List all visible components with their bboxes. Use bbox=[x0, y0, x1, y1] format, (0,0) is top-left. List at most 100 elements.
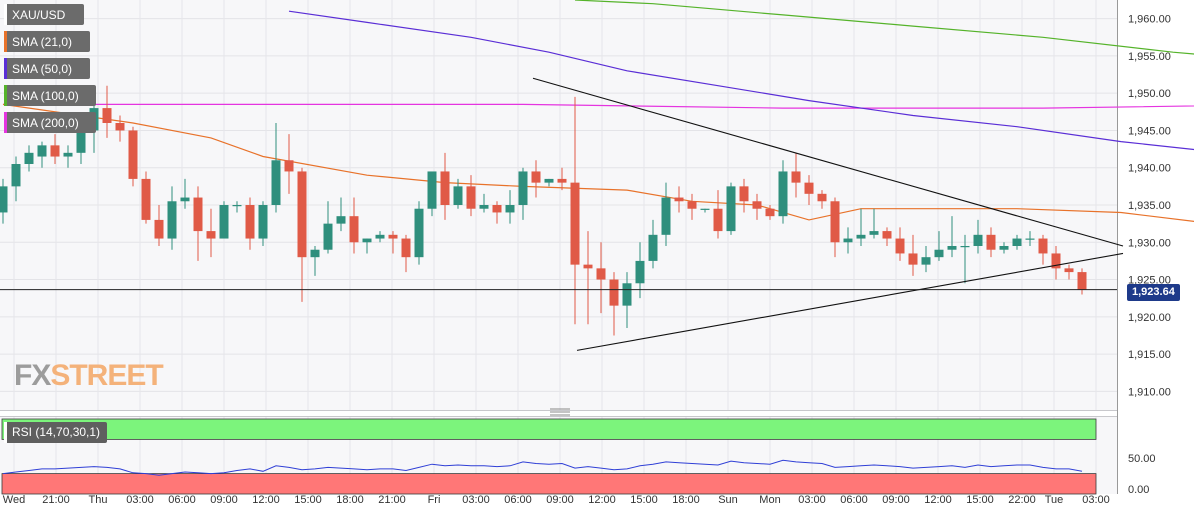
candle-body bbox=[1077, 272, 1087, 290]
candle-body bbox=[648, 234, 658, 261]
candle-body bbox=[570, 182, 580, 265]
y-tick-label: 1,940.00 bbox=[1128, 163, 1171, 175]
candle-body bbox=[882, 231, 892, 239]
x-tick-label: Tue bbox=[1045, 494, 1064, 506]
rsi-oversold-zone bbox=[1, 473, 1097, 495]
y-tick-label: 1,920.00 bbox=[1128, 312, 1171, 324]
x-tick-label: Wed bbox=[3, 494, 25, 506]
legend-item[interactable]: SMA (200,0) bbox=[4, 112, 96, 133]
sma-50-line bbox=[288, 10, 1194, 151]
current-price-badge: 1,923.64 bbox=[1127, 284, 1180, 301]
x-tick-label: 21:00 bbox=[42, 494, 70, 506]
candle-body bbox=[245, 205, 255, 239]
legend-item[interactable]: XAU/USD bbox=[4, 4, 84, 25]
candle-body bbox=[518, 171, 528, 205]
candle-body bbox=[1012, 238, 1022, 246]
candle-body bbox=[739, 186, 749, 202]
legend-color-swatch bbox=[4, 58, 7, 79]
candle-body bbox=[50, 145, 60, 157]
candle-body bbox=[765, 208, 775, 217]
x-tick-label: Fri bbox=[428, 494, 441, 506]
candle-body bbox=[388, 234, 398, 239]
legend-label: SMA (100,0) bbox=[12, 88, 79, 103]
candle-body bbox=[1051, 253, 1061, 269]
candle-body bbox=[336, 216, 346, 224]
candle-body bbox=[752, 201, 762, 209]
candle-body bbox=[843, 238, 853, 243]
triangle-trendline bbox=[532, 77, 1124, 247]
candle-body bbox=[687, 201, 697, 209]
sma-200-line bbox=[3, 103, 1194, 109]
candle-body bbox=[349, 216, 359, 243]
y-tick-label: 1,950.00 bbox=[1128, 88, 1171, 100]
candle-body bbox=[804, 182, 814, 194]
fxstreet-logo: FXSTREET bbox=[14, 359, 164, 393]
x-tick-label: 03:00 bbox=[1082, 494, 1110, 506]
candle-body bbox=[505, 205, 515, 213]
rsi-overbought-zone bbox=[1, 418, 1097, 440]
candle-body bbox=[674, 197, 684, 202]
x-tick-label: 21:00 bbox=[378, 494, 406, 506]
candle-body bbox=[557, 178, 567, 183]
legend-item[interactable]: SMA (21,0) bbox=[4, 31, 90, 52]
candle-body bbox=[908, 253, 918, 265]
candle-body bbox=[869, 231, 879, 235]
candle-body bbox=[973, 234, 983, 246]
y-tick-label: 1,910.00 bbox=[1128, 386, 1171, 398]
x-tick-label: Thu bbox=[89, 494, 108, 506]
candle-body bbox=[622, 283, 632, 306]
x-tick-label: 12:00 bbox=[924, 494, 952, 506]
candle-body bbox=[76, 130, 86, 153]
candle-body bbox=[258, 205, 268, 239]
candle-body bbox=[401, 238, 411, 258]
legend-color-swatch bbox=[4, 4, 7, 25]
rsi-swatch bbox=[4, 422, 7, 443]
x-tick-label: 09:00 bbox=[210, 494, 238, 506]
legend-item[interactable]: SMA (50,0) bbox=[4, 58, 90, 79]
candle-body bbox=[778, 171, 788, 217]
x-tick-label: 12:00 bbox=[252, 494, 280, 506]
sma-100-line bbox=[574, 0, 1194, 55]
candle-body bbox=[479, 205, 489, 209]
legend-label: SMA (200,0) bbox=[12, 115, 79, 130]
x-tick-label: 06:00 bbox=[168, 494, 196, 506]
candle-body bbox=[791, 171, 801, 183]
candle-body bbox=[154, 219, 164, 239]
candle-body bbox=[609, 279, 619, 306]
x-tick-label: 15:00 bbox=[630, 494, 658, 506]
candle-body bbox=[726, 186, 736, 232]
candle-body bbox=[453, 186, 463, 205]
x-tick-label: 22:00 bbox=[1008, 494, 1036, 506]
candle-body bbox=[167, 201, 177, 239]
candle-body bbox=[362, 238, 372, 243]
legend-label: SMA (21,0) bbox=[12, 34, 73, 49]
candle-body bbox=[1064, 268, 1074, 273]
x-tick-label: 06:00 bbox=[840, 494, 868, 506]
candle-body bbox=[700, 208, 710, 210]
candle-body bbox=[856, 234, 866, 239]
legend-color-swatch bbox=[4, 85, 7, 106]
candle-body bbox=[323, 223, 333, 250]
candle-body bbox=[180, 197, 190, 202]
candle-body bbox=[661, 197, 671, 235]
rsi-y-tick-label: 0.00 bbox=[1128, 484, 1149, 496]
candle-body bbox=[947, 246, 957, 250]
candle-body bbox=[284, 160, 294, 172]
x-tick-label: Mon bbox=[759, 494, 780, 506]
candle-body bbox=[596, 268, 606, 280]
legend-label: SMA (50,0) bbox=[12, 61, 73, 76]
candle-body bbox=[466, 186, 476, 209]
candle-body bbox=[934, 249, 944, 258]
rsi-indicator-label[interactable]: RSI (14,70,30,1) bbox=[4, 422, 108, 443]
y-tick-label: 1,930.00 bbox=[1128, 237, 1171, 249]
candle-body bbox=[440, 171, 450, 205]
candle-body bbox=[1038, 238, 1048, 254]
x-tick-label: 15:00 bbox=[966, 494, 994, 506]
candle-body bbox=[635, 260, 645, 284]
candle-body bbox=[0, 186, 8, 213]
candle-body bbox=[492, 205, 502, 213]
legend-item[interactable]: SMA (100,0) bbox=[4, 85, 96, 106]
candle-body bbox=[232, 205, 242, 207]
